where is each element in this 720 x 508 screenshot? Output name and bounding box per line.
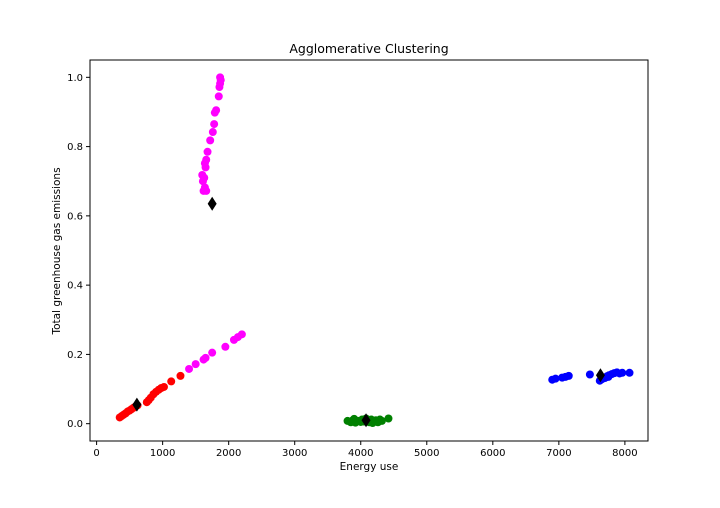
data-point: [200, 183, 209, 192]
x-tick-label: 3000: [282, 448, 307, 459]
data-point: [384, 414, 393, 423]
x-tick-label: 1000: [150, 448, 175, 459]
y-tick-label: 0.6: [67, 211, 83, 222]
data-point: [604, 372, 613, 381]
x-tick-label: 8000: [612, 448, 637, 459]
y-tick-label: 1.0: [67, 73, 83, 84]
data-point: [212, 106, 221, 115]
centroid-marker: [361, 413, 371, 428]
data-point: [202, 155, 211, 164]
plot-frame: [89, 59, 649, 442]
data-point: [585, 370, 594, 379]
data-point: [176, 371, 185, 380]
centroid-marker: [207, 196, 217, 211]
data-point: [564, 371, 573, 380]
data-point: [551, 374, 560, 383]
data-point: [208, 348, 217, 357]
chart-title: Agglomerative Clustering: [289, 41, 448, 56]
data-point: [210, 120, 219, 129]
y-tick-label: 0.8: [67, 142, 83, 153]
data-point: [185, 364, 194, 373]
data-point: [159, 382, 168, 391]
data-point: [214, 92, 223, 101]
data-point: [198, 170, 207, 179]
data-point: [208, 128, 217, 137]
data-point: [625, 368, 634, 377]
data-point: [216, 73, 225, 82]
centroid-marker: [132, 397, 142, 412]
x-tick-label: 7000: [546, 448, 571, 459]
data-point: [368, 418, 377, 427]
y-tick-label: 0.0: [67, 419, 83, 430]
centroid-marker: [595, 368, 605, 383]
data-point: [201, 353, 210, 362]
data-point: [206, 136, 215, 145]
data-point: [203, 147, 212, 156]
y-axis-label: Total greenhouse gas emissions: [51, 167, 63, 335]
y-tick-label: 0.2: [67, 350, 83, 361]
x-tick-label: 5000: [414, 448, 439, 459]
x-axis-label: Energy use: [340, 461, 399, 473]
x-tick-label: 2000: [216, 448, 241, 459]
y-tick-label: 0.4: [67, 281, 83, 292]
x-tick-label: 4000: [348, 448, 373, 459]
data-point: [237, 330, 246, 339]
data-point: [167, 377, 176, 386]
x-tick-label: 0: [93, 448, 99, 459]
x-tick-label: 6000: [480, 448, 505, 459]
data-point: [221, 342, 230, 351]
data-point: [350, 414, 359, 423]
plot-area: 0 1000 2000 3000 4000 5000 6000 7000 8000 0.0 0.2 0…: [67, 59, 649, 459]
data-point: [191, 360, 200, 369]
data-point: [618, 368, 627, 377]
data-point: [377, 416, 386, 425]
